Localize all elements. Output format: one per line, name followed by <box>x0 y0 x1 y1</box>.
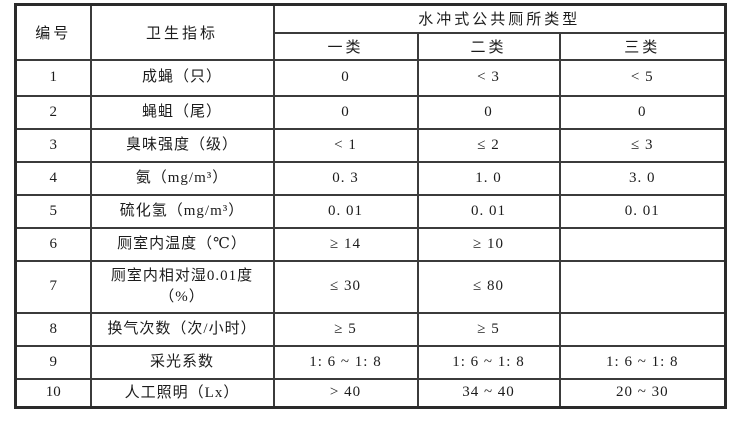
value-class-1: 0 <box>272 58 419 97</box>
table-row: 3 臭味强度（级） < 1 ≤ 2 ≤ 3 <box>14 127 727 163</box>
table-row: 10 人工照明（Lx） > 40 34 ~ 40 20 ~ 30 <box>14 377 727 409</box>
hygiene-standards-table: 编号 卫生指标 水冲式公共厕所类型 一类 二类 三类 1 成蝇（只） 0 < 3… <box>14 3 728 409</box>
value-class-2: ≤ 2 <box>416 127 561 163</box>
value-class-2: 0 <box>416 94 561 130</box>
value-class-2: 34 ~ 40 <box>416 377 561 409</box>
header-cell-indicator: 卫生指标 <box>89 3 275 61</box>
value-class-1: ≤ 30 <box>272 259 419 314</box>
indicator-label: 臭味强度（级） <box>89 127 275 163</box>
value-class-3: 20 ~ 30 <box>558 377 727 409</box>
value-class-1: ≥ 5 <box>272 311 419 347</box>
header-row-classes: 一类 二类 三类 <box>16 31 727 61</box>
header-cell-class-2: 二类 <box>416 31 561 61</box>
value-class-2: 0. 01 <box>416 193 561 229</box>
value-class-3 <box>558 226 727 262</box>
indicator-label: 蝇蛆（尾） <box>89 94 275 130</box>
value-class-1: 0. 3 <box>272 160 419 196</box>
table-row: 7 厕室内相对湿0.01度（%） ≤ 30 ≤ 80 <box>14 259 727 314</box>
value-class-3: 0. 01 <box>558 193 727 229</box>
header-row-group: 编号 卫生指标 水冲式公共厕所类型 <box>14 3 727 61</box>
table-row: 2 蝇蛆（尾） 0 0 0 <box>14 94 727 130</box>
value-class-2: ≤ 80 <box>416 259 561 314</box>
indicator-label: 氨（mg/m³） <box>89 160 275 196</box>
row-number: 7 <box>14 259 92 314</box>
value-class-1: < 1 <box>272 127 419 163</box>
value-class-3: 0 <box>558 94 727 130</box>
header-cell-class-1: 一类 <box>272 31 419 61</box>
indicator-label: 换气次数（次/小时） <box>89 311 275 347</box>
row-number: 4 <box>14 160 92 196</box>
header-cell-number: 编号 <box>14 3 92 61</box>
indicator-label: 厕室内相对湿0.01度（%） <box>89 259 275 314</box>
row-number: 9 <box>14 344 92 380</box>
indicator-label: 采光系数 <box>89 344 275 380</box>
value-class-3: < 5 <box>558 58 727 97</box>
row-number: 6 <box>14 226 92 262</box>
table-row: 1 成蝇（只） 0 < 3 < 5 <box>14 58 727 97</box>
row-number: 3 <box>14 127 92 163</box>
value-class-3: 3. 0 <box>558 160 727 196</box>
row-number: 8 <box>14 311 92 347</box>
value-class-2: < 3 <box>416 58 561 97</box>
value-class-1: ≥ 14 <box>272 226 419 262</box>
indicator-label: 厕室内温度（℃） <box>89 226 275 262</box>
value-class-2: 1. 0 <box>416 160 561 196</box>
value-class-1: > 40 <box>272 377 419 409</box>
value-class-3: ≤ 3 <box>558 127 727 163</box>
table-row: 9 采光系数 1: 6 ~ 1: 8 1: 6 ~ 1: 8 1: 6 ~ 1:… <box>14 344 727 380</box>
row-number: 2 <box>14 94 92 130</box>
header-cell-toilet-type-group: 水冲式公共厕所类型 <box>272 3 727 34</box>
row-number: 10 <box>14 377 92 409</box>
table-row: 5 硫化氢（mg/m³） 0. 01 0. 01 0. 01 <box>14 193 727 229</box>
indicator-label: 成蝇（只） <box>89 58 275 97</box>
header-cell-class-3: 三类 <box>558 31 727 61</box>
value-class-3: 1: 6 ~ 1: 8 <box>558 344 727 380</box>
indicator-label: 硫化氢（mg/m³） <box>89 193 275 229</box>
value-class-2: ≥ 10 <box>416 226 561 262</box>
value-class-2: ≥ 5 <box>416 311 561 347</box>
indicator-label: 人工照明（Lx） <box>89 377 275 409</box>
value-class-3 <box>558 311 727 347</box>
row-number: 5 <box>14 193 92 229</box>
value-class-3 <box>558 259 727 314</box>
value-class-2: 1: 6 ~ 1: 8 <box>416 344 561 380</box>
table-row: 8 换气次数（次/小时） ≥ 5 ≥ 5 <box>14 311 727 347</box>
row-number: 1 <box>14 58 92 97</box>
value-class-1: 1: 6 ~ 1: 8 <box>272 344 419 380</box>
table-row: 6 厕室内温度（℃） ≥ 14 ≥ 10 <box>14 226 727 262</box>
value-class-1: 0 <box>272 94 419 130</box>
value-class-1: 0. 01 <box>272 193 419 229</box>
table-row: 4 氨（mg/m³） 0. 3 1. 0 3. 0 <box>14 160 727 196</box>
